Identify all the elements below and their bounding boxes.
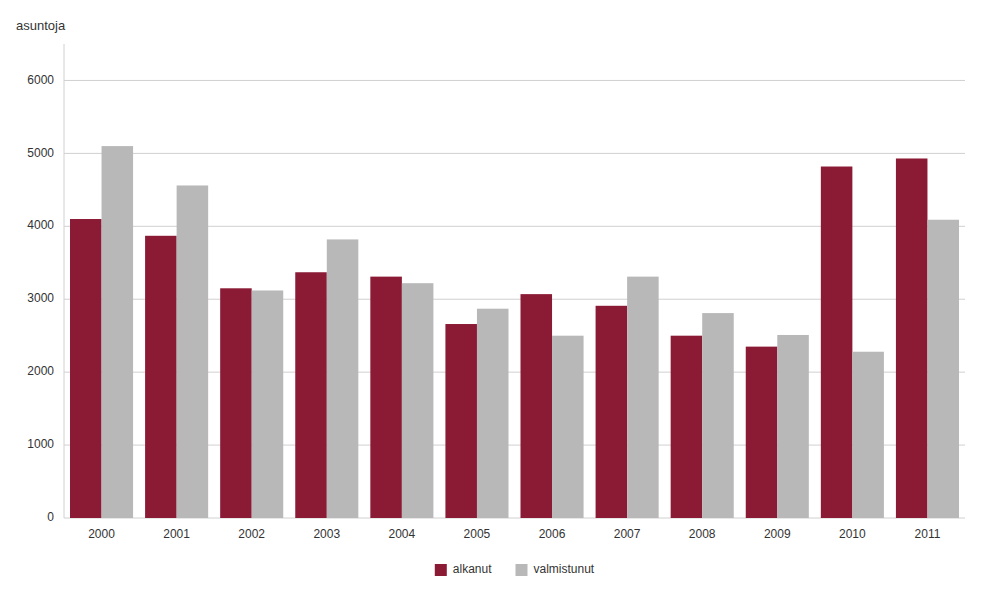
x-tick-label: 2008 <box>689 527 716 541</box>
bar <box>821 167 853 518</box>
bar <box>70 219 102 518</box>
grid-line <box>64 80 965 81</box>
bar <box>220 288 252 518</box>
bar <box>327 239 359 518</box>
x-tick-label: 2003 <box>313 527 340 541</box>
legend-label: valmistunut <box>534 562 595 576</box>
legend: alkanut valmistunut <box>435 562 595 576</box>
y-tick-label: 1000 <box>27 437 54 451</box>
y-axis-label: asuntoja <box>16 18 66 33</box>
x-tick-label: 2007 <box>614 527 641 541</box>
bar <box>370 277 402 518</box>
grid <box>64 80 965 518</box>
bar <box>852 352 884 518</box>
y-tick-label: 5000 <box>27 146 54 160</box>
bar <box>927 220 959 518</box>
bar <box>102 146 134 518</box>
bar <box>596 306 628 518</box>
x-tick-label: 2002 <box>238 527 265 541</box>
chart-svg: 0 1000 2000 3000 4000 5000 6000 asuntoja 2000 200… <box>0 0 989 602</box>
bar <box>777 335 809 518</box>
y-tick-label: 6000 <box>27 73 54 87</box>
x-tick-label: 2009 <box>764 527 791 541</box>
bar <box>295 272 327 518</box>
y-tick-label: 3000 <box>27 291 54 305</box>
x-tick-label: 2006 <box>539 527 566 541</box>
bar <box>521 294 553 518</box>
y-tick-label: 2000 <box>27 364 54 378</box>
bar <box>445 324 477 518</box>
bar <box>252 290 284 518</box>
bar <box>552 336 584 518</box>
bar <box>145 236 177 518</box>
legend-swatch <box>435 564 447 576</box>
y-tick-label: 0 <box>47 510 54 524</box>
grid-line <box>64 153 965 154</box>
bar <box>702 313 734 518</box>
bar <box>627 277 659 518</box>
x-tick-label: 2004 <box>389 527 416 541</box>
bar <box>477 309 509 518</box>
bars <box>70 146 959 518</box>
y-axis-line <box>64 44 65 518</box>
bar <box>177 185 209 518</box>
legend-swatch <box>516 564 528 576</box>
x-tick-label: 2011 <box>915 527 941 541</box>
x-tick-label: 2010 <box>839 527 866 541</box>
bar <box>402 283 434 518</box>
chart-container: 0 1000 2000 3000 4000 5000 6000 asuntoja 2000 200… <box>0 0 989 602</box>
y-tick-label: 4000 <box>27 218 54 232</box>
x-tick-label: 2005 <box>464 527 491 541</box>
legend-item: alkanut <box>435 562 492 576</box>
legend-item: valmistunut <box>516 562 595 576</box>
bar <box>671 336 703 518</box>
bar <box>896 158 928 518</box>
legend-label: alkanut <box>453 562 492 576</box>
x-tick-label: 2000 <box>88 527 115 541</box>
bar <box>746 347 778 518</box>
x-tick-label: 2001 <box>163 527 190 541</box>
